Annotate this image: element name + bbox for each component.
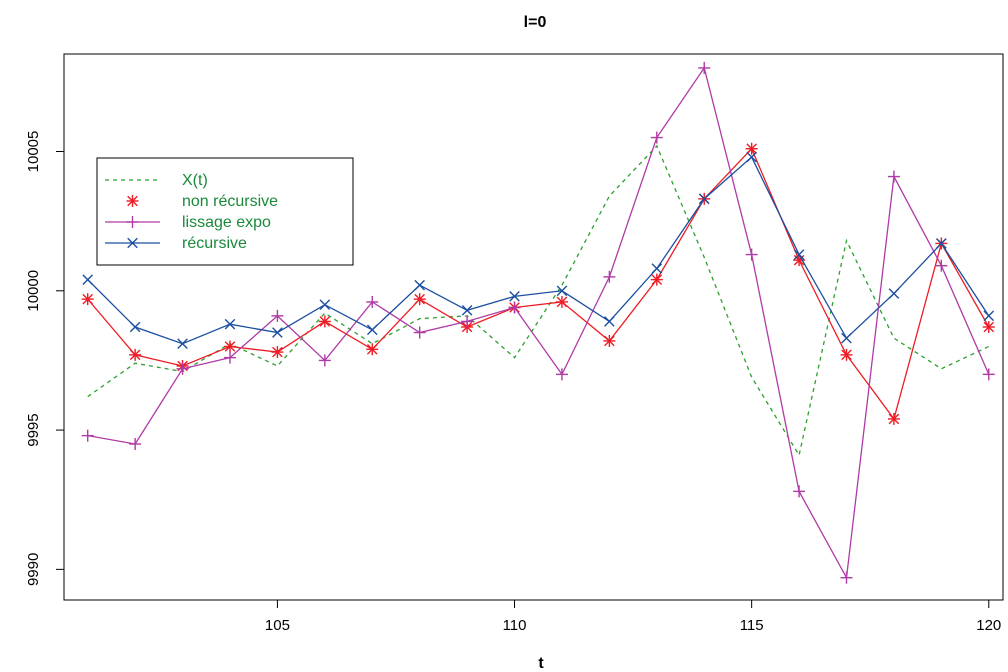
- data-point-lissage-expo: [935, 259, 948, 272]
- data-point-r-cursive: [82, 274, 94, 285]
- data-point-lissage-expo: [982, 368, 995, 381]
- plot-frame: [63, 53, 1004, 601]
- data-point-non-r-cursive: [366, 343, 379, 356]
- data-point-lissage-expo: [271, 309, 284, 322]
- legend-label-lissage-expo: lissage expo: [182, 214, 271, 231]
- legend-item-lissage-expo: lissage expo: [105, 214, 271, 231]
- data-point-non-r-cursive: [271, 346, 284, 359]
- y-tick-label: 9990: [25, 553, 42, 586]
- data-point-lissage-expo: [793, 485, 806, 498]
- data-point-non-r-cursive: [840, 348, 853, 361]
- data-point-r-cursive: [177, 338, 188, 350]
- x-tick-label: 105: [265, 617, 290, 634]
- data-point-non-r-cursive: [318, 315, 331, 328]
- series-layer: [81, 61, 995, 584]
- series-line-lissage-expo: [87, 66, 990, 580]
- legend-label-non-r-cursive: non récursive: [182, 193, 278, 210]
- data-point-lissage-expo: [129, 438, 142, 450]
- data-point-lissage-expo: [745, 248, 758, 261]
- x-axis: 105 110 115 120: [265, 600, 1001, 634]
- data-point-r-cursive: [983, 310, 995, 322]
- data-point-non-r-cursive: [129, 348, 142, 361]
- data-point-r-cursive: [224, 318, 236, 330]
- legend-label-r-cursive: récursive: [182, 235, 247, 252]
- data-point-non-r-cursive: [603, 334, 616, 347]
- data-point-r-cursive: [461, 304, 473, 316]
- data-point-r-cursive: [366, 324, 378, 336]
- data-point-r-cursive: [936, 238, 947, 249]
- data-point-lissage-expo: [555, 368, 568, 381]
- data-point-lissage-expo: [223, 351, 236, 364]
- series-lissage-expo: [81, 61, 995, 584]
- data-point-r-cursive: [272, 327, 283, 338]
- data-point-non-r-cursive: [982, 321, 995, 333]
- data-point-non-r-cursive: [793, 254, 806, 267]
- data-point-lissage-expo: [318, 354, 331, 367]
- legend-box: [96, 157, 354, 266]
- y-axis: 9990 9995 10000 10005: [25, 131, 64, 586]
- data-point-r-cursive: [888, 288, 900, 299]
- legend-marker-r-cursive: [127, 237, 138, 249]
- data-point-r-cursive: [414, 279, 425, 291]
- legend-marker-non-r-cursive: [126, 195, 139, 207]
- data-point-lissage-expo: [840, 571, 853, 584]
- data-point-lissage-expo: [887, 170, 900, 183]
- data-point-lissage-expo: [81, 429, 94, 442]
- data-point-r-cursive: [841, 332, 852, 344]
- legend: X(t) non récursive lissage expo récursive: [96, 157, 354, 266]
- data-point-r-cursive: [698, 193, 710, 205]
- legend-item-x-t: X(t): [105, 172, 208, 189]
- legend-item-non-r-cursive: non récursive: [126, 193, 278, 210]
- legend-item-r-cursive: récursive: [105, 235, 247, 252]
- data-point-r-cursive: [509, 291, 520, 302]
- chart-title: l=0: [524, 14, 547, 31]
- data-point-r-cursive: [793, 249, 805, 260]
- series-line-r-cursive: [87, 156, 990, 345]
- data-point-r-cursive: [556, 285, 568, 297]
- x-tick-label: 110: [503, 617, 527, 634]
- data-point-non-r-cursive: [81, 293, 94, 306]
- x-axis-label: t: [538, 655, 544, 672]
- data-point-non-r-cursive: [555, 295, 568, 308]
- data-point-non-r-cursive: [223, 340, 236, 353]
- data-point-lissage-expo: [698, 61, 711, 74]
- data-point-non-r-cursive: [887, 412, 900, 425]
- data-point-lissage-expo: [413, 326, 426, 339]
- x-tick-label: 120: [976, 617, 1001, 634]
- y-tick-label: 10005: [25, 131, 42, 173]
- data-point-r-cursive: [604, 316, 615, 327]
- legend-label-x-t: X(t): [182, 172, 208, 189]
- data-point-r-cursive: [746, 151, 757, 163]
- data-point-lissage-expo: [461, 315, 474, 328]
- data-point-non-r-cursive: [745, 142, 758, 155]
- data-point-lissage-expo: [176, 362, 189, 375]
- data-point-lissage-expo: [603, 270, 616, 283]
- data-point-r-cursive: [319, 299, 331, 311]
- data-point-r-cursive: [651, 263, 663, 274]
- data-point-r-cursive: [129, 321, 141, 333]
- data-point-lissage-expo: [366, 295, 379, 308]
- series-line-non-r-cursive: [87, 147, 990, 421]
- legend-marker-lissage-expo: [126, 216, 139, 228]
- data-point-non-r-cursive: [650, 273, 663, 286]
- y-tick-label: 9995: [25, 413, 42, 446]
- data-point-lissage-expo: [650, 131, 663, 144]
- x-tick-label: 115: [740, 617, 764, 634]
- series-r-cursive: [82, 151, 995, 350]
- y-tick-label: 10000: [25, 270, 42, 312]
- data-point-lissage-expo: [508, 301, 521, 314]
- data-point-non-r-cursive: [413, 293, 426, 306]
